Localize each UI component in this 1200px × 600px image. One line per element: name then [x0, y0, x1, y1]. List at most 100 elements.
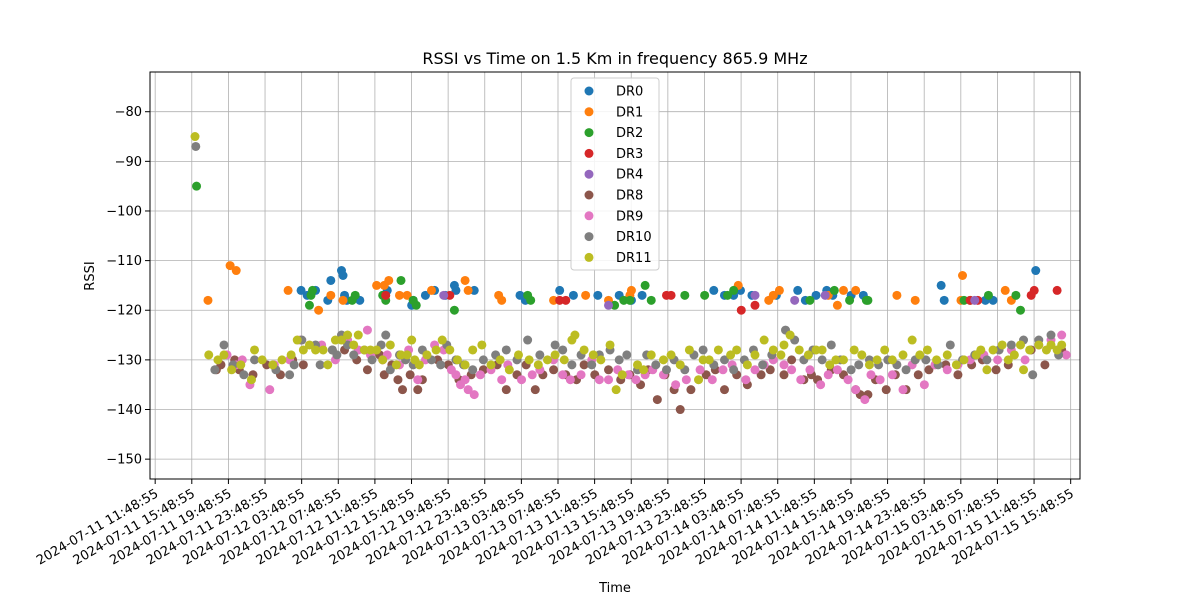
series-dr0: [296, 266, 1041, 310]
data-point-dr11: [726, 350, 736, 360]
data-point-dr11: [477, 340, 487, 350]
data-point-dr11: [349, 340, 359, 350]
data-point-dr8: [953, 370, 963, 380]
data-point-dr2: [304, 300, 314, 310]
y-tick-label: −100: [106, 204, 142, 219]
data-point-dr11: [268, 360, 278, 370]
data-point-dr8: [779, 370, 789, 380]
data-point-dr0: [296, 285, 306, 295]
data-point-dr2: [526, 295, 536, 305]
data-point-dr9: [707, 375, 717, 385]
data-point-dr10: [219, 340, 229, 350]
data-point-dr1: [626, 285, 636, 295]
data-point-dr1: [851, 285, 861, 295]
legend-label-dr4: DR4: [616, 168, 643, 183]
data-point-dr11: [704, 355, 714, 365]
y-axis-label: RSSI: [83, 261, 98, 290]
data-point-dr10: [921, 355, 931, 365]
data-point-dr9: [475, 370, 485, 380]
data-point-dr9: [565, 375, 575, 385]
data-point-dr9: [1020, 355, 1030, 365]
data-point-dr11: [922, 345, 932, 355]
x-axis-label: Time: [598, 581, 631, 596]
data-point-dr11: [318, 345, 328, 355]
data-point-dr1: [372, 280, 382, 290]
data-point-dr0: [568, 290, 578, 300]
data-point-dr11: [311, 345, 321, 355]
data-point-dr8: [579, 360, 589, 370]
data-point-dr10: [945, 340, 955, 350]
data-point-dr11: [831, 355, 841, 365]
data-point-dr11: [292, 335, 302, 345]
data-point-dr11: [323, 360, 333, 370]
data-point-dr0: [420, 290, 430, 300]
data-point-dr10: [436, 360, 446, 370]
data-point-dr10: [535, 350, 545, 360]
data-point-dr11: [513, 350, 523, 360]
data-point-dr0: [936, 280, 946, 290]
data-point-dr9: [741, 375, 751, 385]
data-point-dr10: [846, 365, 856, 375]
data-point-dr11: [460, 360, 470, 370]
series-dr2: [192, 181, 1025, 315]
series-dr11: [190, 132, 1067, 395]
y-tick-label: −80: [115, 105, 142, 120]
data-point-dr11: [951, 360, 961, 370]
data-point-dr11: [605, 340, 615, 350]
data-point-dr10: [982, 355, 992, 365]
data-point-dr3: [1029, 285, 1039, 295]
legend-box: [570, 77, 660, 271]
data-point-dr1: [283, 285, 293, 295]
data-point-dr9: [463, 385, 473, 395]
data-point-dr9: [796, 375, 806, 385]
data-point-dr10: [567, 360, 577, 370]
data-point-dr8: [393, 375, 403, 385]
data-point-dr11: [219, 350, 229, 360]
data-point-dr11: [579, 345, 589, 355]
data-point-dr2: [729, 285, 739, 295]
data-point-dr11: [898, 350, 908, 360]
data-point-dr11: [1025, 345, 1035, 355]
data-point-dr8: [765, 365, 775, 375]
data-point-dr10: [501, 345, 511, 355]
data-point-dr11: [997, 340, 1007, 350]
data-point-dr11: [617, 370, 627, 380]
data-point-dr11: [343, 330, 353, 340]
data-point-dr11: [204, 350, 214, 360]
data-point-dr11: [611, 385, 621, 395]
data-point-dr10: [719, 355, 729, 365]
data-point-dr11: [849, 345, 859, 355]
data-point-dr11: [304, 340, 314, 350]
data-point-dr11: [431, 345, 441, 355]
data-point-dr11: [794, 345, 804, 355]
y-tick-label: −140: [106, 403, 142, 418]
data-point-dr11: [857, 350, 867, 360]
data-point-dr8: [756, 370, 766, 380]
data-point-dr10: [758, 360, 768, 370]
data-point-dr10: [250, 355, 260, 365]
data-point-dr10: [478, 355, 488, 365]
data-point-dr1: [768, 290, 778, 300]
data-point-dr9: [517, 375, 527, 385]
data-point-dr2: [829, 285, 839, 295]
legend-label-dr8: DR8: [616, 189, 643, 204]
data-point-dr11: [486, 360, 496, 370]
data-point-dr0: [811, 290, 821, 300]
data-point-dr1: [231, 266, 241, 276]
data-point-dr11: [596, 355, 606, 365]
data-point-dr10: [854, 360, 864, 370]
data-point-dr10: [826, 340, 836, 350]
data-point-dr9: [594, 375, 604, 385]
data-point-dr11: [257, 355, 267, 365]
data-point-dr9: [1061, 350, 1071, 360]
data-point-dr9: [787, 365, 797, 375]
data-point-dr9: [816, 380, 826, 390]
data-point-dr10: [901, 365, 911, 375]
data-point-dr1: [497, 295, 507, 305]
data-point-dr10: [523, 335, 533, 345]
data-point-dr4: [820, 290, 830, 300]
data-point-dr0: [326, 275, 336, 285]
data-point-dr11: [776, 350, 786, 360]
data-point-dr2: [625, 295, 635, 305]
